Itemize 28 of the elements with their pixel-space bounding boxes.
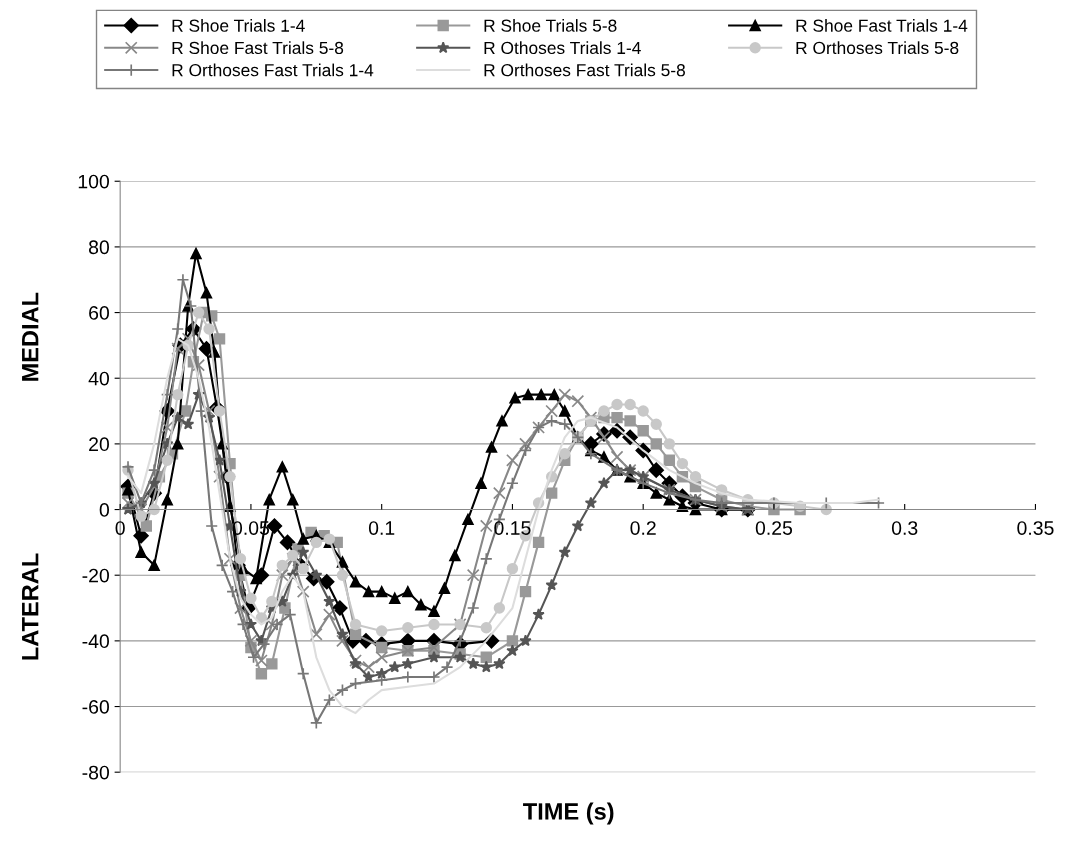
y-tick-label: 60 — [89, 306, 109, 320]
legend-label: R Orthoses Trials 5-8 — [796, 41, 959, 55]
x-tick-label: 0.25 — [755, 521, 793, 535]
y-tick-label: 0 — [99, 503, 109, 517]
legend-label: R Othoses Trials 1-4 — [484, 41, 641, 55]
legend-label: R Orthoses Fast Trials 5-8 — [484, 63, 685, 77]
y-tick-label: -40 — [82, 634, 109, 649]
legend-label: R Orthoses Fast Trials 1-4 — [172, 63, 374, 77]
y-tick-label: -20 — [82, 568, 109, 583]
x-tick-label: 0.1 — [368, 521, 395, 535]
legend-label: R Shoe Trials 5-8 — [484, 19, 617, 32]
y-tick-label: -60 — [82, 700, 109, 714]
y-axis-title: MEDIAL — [22, 292, 39, 381]
text: LATERAL — [22, 553, 39, 660]
y-tick-label: 40 — [88, 371, 109, 386]
legend-label: R Shoe Fast Trials 1-4 — [796, 19, 968, 32]
y-tick-label: 80 — [88, 240, 109, 255]
legend-label: R Shoe Trials 1-4 — [172, 19, 305, 32]
x-axis-title: TIME (s) — [523, 802, 614, 825]
y-tick-label: -80 — [82, 765, 109, 780]
x-tick-label: 0.35 — [1017, 521, 1054, 535]
x-tick-label: 0.2 — [630, 521, 656, 535]
legend-label: R Shoe Fast Trials 5-8 — [172, 41, 344, 55]
y-tick-label: 100 — [78, 174, 109, 189]
y-tick-label: 20 — [89, 437, 109, 452]
x-tick-label: 0.3 — [891, 521, 918, 535]
x-tick-label: 0.15 — [494, 521, 531, 535]
x-tick-label: 0 — [115, 521, 125, 535]
